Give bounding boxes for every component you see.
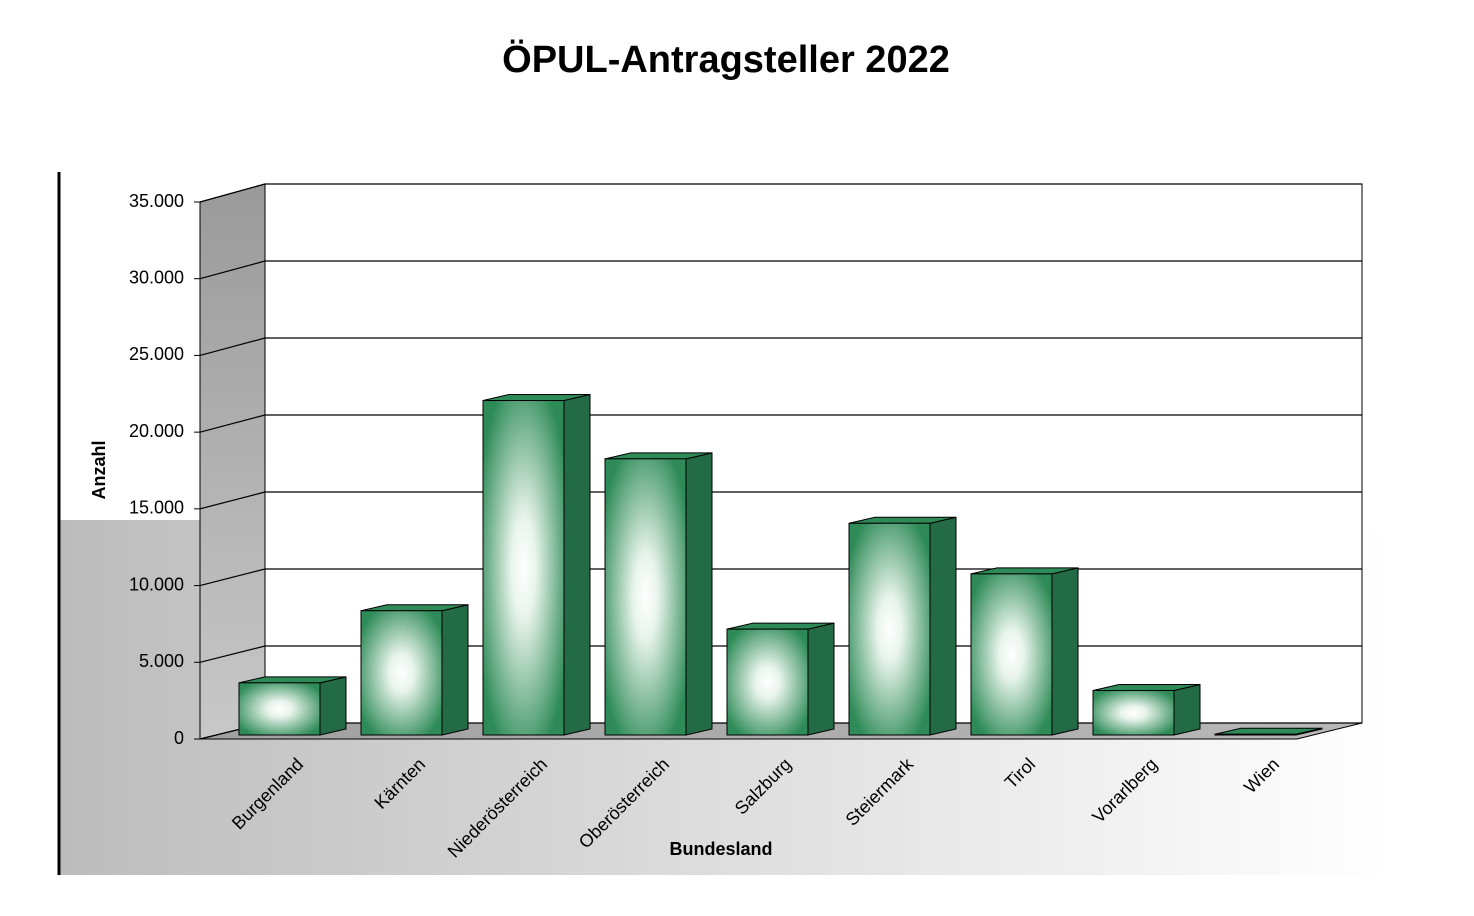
- y-tick-label: 0: [174, 728, 184, 748]
- y-tick-label: 35.000: [129, 191, 184, 211]
- bar: [238, 682, 321, 736]
- bar-side: [685, 452, 713, 736]
- y-tick-label: 15.000: [129, 498, 184, 518]
- bar: [726, 628, 809, 736]
- bar-side: [441, 604, 469, 736]
- bar: [970, 573, 1053, 736]
- y-tick-label: 20.000: [129, 421, 184, 441]
- grid-line: [199, 568, 266, 587]
- grid-line: [199, 491, 266, 510]
- y-tick-label: 25.000: [129, 344, 184, 364]
- bar-side: [807, 622, 835, 736]
- y-tick-label: 10.000: [129, 574, 184, 594]
- grid-line: [199, 414, 266, 433]
- bar-side: [1051, 567, 1079, 736]
- bar: [1214, 733, 1297, 736]
- bar: [848, 522, 931, 736]
- grid-line: [199, 260, 266, 280]
- bar-side: [1173, 683, 1201, 736]
- bar: [360, 610, 443, 736]
- grid-line: [199, 645, 266, 663]
- side-wall: [199, 183, 266, 740]
- bar: [604, 458, 687, 736]
- bar-side: [319, 676, 347, 736]
- x-axis-title: Bundesland: [669, 839, 772, 859]
- y-axis-title: Anzahl: [89, 440, 109, 499]
- bar-side: [563, 393, 591, 736]
- chart-title: ÖPUL-Antragsteller 2022: [502, 38, 950, 81]
- bar-side: [929, 516, 957, 736]
- y-tick-label: 30.000: [129, 267, 184, 287]
- grid-line: [199, 337, 266, 357]
- grid-line: [199, 183, 266, 203]
- bar: [482, 400, 565, 736]
- bar: [1092, 690, 1175, 736]
- y-tick-label: 5.000: [139, 651, 184, 671]
